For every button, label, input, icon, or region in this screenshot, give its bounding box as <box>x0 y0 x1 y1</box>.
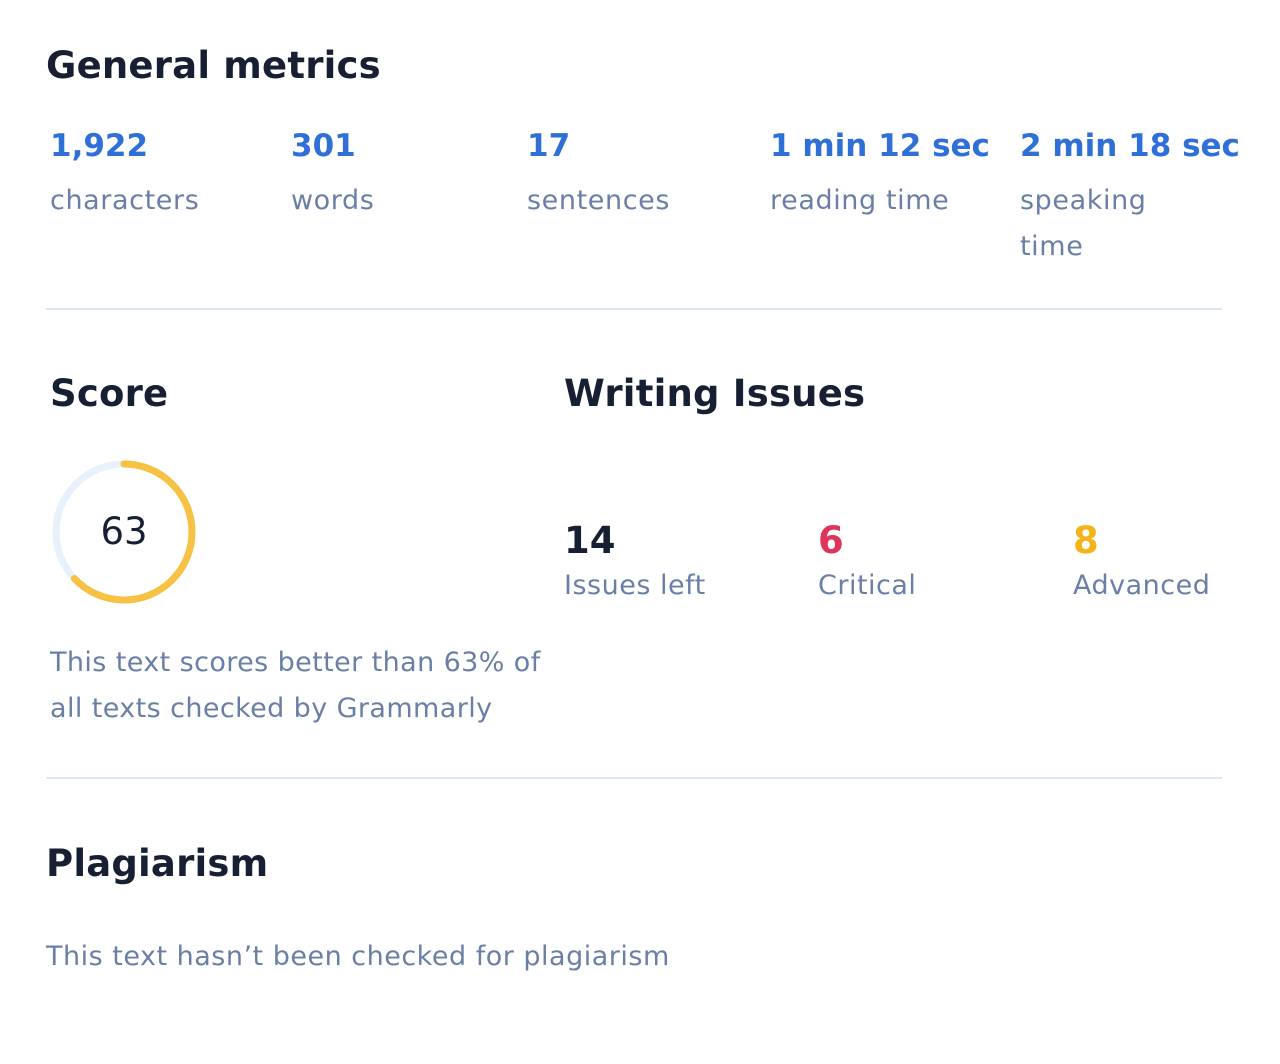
score-ring-progress <box>52 460 196 604</box>
critical-count: 6 <box>818 519 844 562</box>
metric-reading-time: 1 min 12 sec reading time <box>770 124 990 224</box>
metric-speaking-time: 2 min 18 sec speaking time <box>1020 124 1240 270</box>
plagiarism-description: This text hasn’t been checked for plagia… <box>46 941 670 972</box>
score-ring <box>52 460 196 604</box>
advanced-label: Advanced <box>1073 570 1211 601</box>
general-metrics-title: General metrics <box>46 44 381 87</box>
critical-label: Critical <box>818 570 917 601</box>
score-value: 63 <box>100 510 148 553</box>
metric-characters-label: characters <box>50 185 200 216</box>
issues-left-count: 14 <box>564 519 616 562</box>
plagiarism-title: Plagiarism <box>46 842 269 885</box>
writing-issues-title: Writing Issues <box>564 372 866 415</box>
metric-characters: 1,922 characters <box>50 124 270 224</box>
metric-reading-time-value: 1 min 12 sec <box>770 128 990 164</box>
metric-speaking-time-label: speaking time <box>1020 185 1147 262</box>
issue-critical: 6 Critical <box>818 516 916 606</box>
metric-characters-value: 1,922 <box>50 128 149 164</box>
issue-advanced: 8 Advanced <box>1073 516 1210 606</box>
advanced-count: 8 <box>1073 519 1099 562</box>
score-title: Score <box>50 372 169 415</box>
score-description: This text scores better than 63% of all … <box>50 647 541 724</box>
metric-sentences-label: sentences <box>527 185 671 216</box>
divider <box>46 777 1222 779</box>
metric-words: 301 words <box>291 124 491 224</box>
issues-left-label: Issues left <box>564 570 706 601</box>
metric-sentences-value: 17 <box>527 128 571 164</box>
issue-issues-left: 14 Issues left <box>564 516 706 606</box>
metric-words-value: 301 <box>291 128 356 164</box>
divider <box>46 308 1222 310</box>
metric-words-label: words <box>291 185 375 216</box>
metric-reading-time-label: reading time <box>770 185 950 216</box>
metric-sentences: 17 sentences <box>527 124 747 224</box>
metric-speaking-time-value: 2 min 18 sec <box>1020 128 1240 164</box>
